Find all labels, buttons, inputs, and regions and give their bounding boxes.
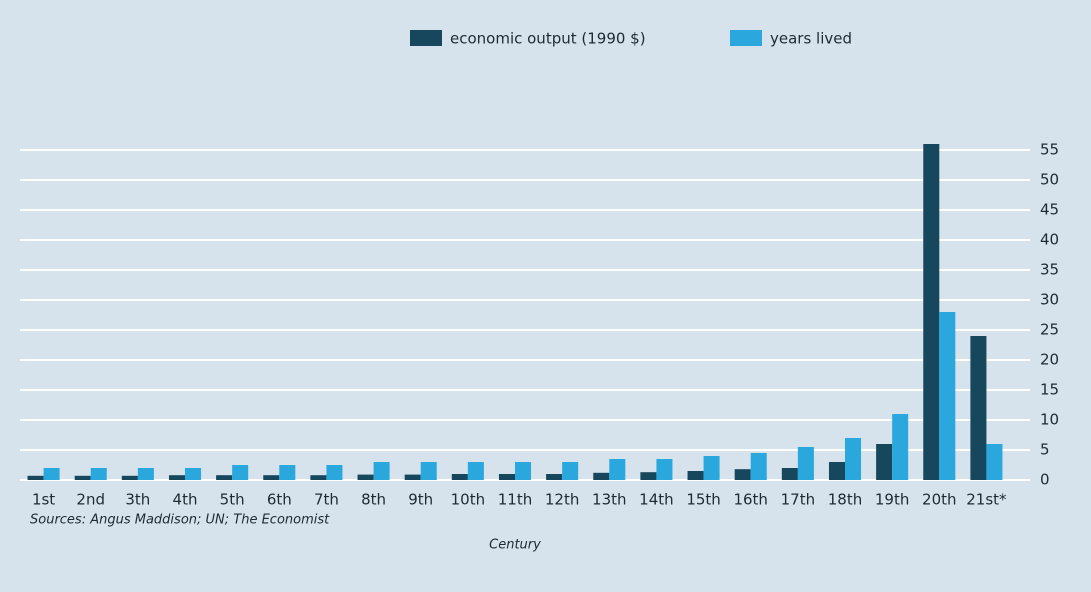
bar [703, 456, 720, 480]
bar [876, 444, 893, 480]
bar [279, 465, 296, 480]
x-tick-label: 20th [922, 491, 956, 509]
bar [357, 474, 374, 480]
legend-swatch [410, 30, 442, 46]
x-tick-label: 21st* [966, 491, 1007, 509]
bar [593, 472, 610, 480]
bar [845, 438, 862, 480]
bar [970, 336, 987, 480]
bar [310, 475, 327, 480]
bar [609, 459, 626, 480]
x-tick-label: 14th [639, 491, 673, 509]
bar [562, 462, 579, 480]
bar [168, 475, 185, 480]
bar [734, 469, 751, 480]
bar [923, 144, 940, 480]
x-tick-label: 2nd [76, 491, 105, 509]
bar [986, 444, 1003, 480]
x-tick-label: 3th [125, 491, 150, 509]
bar [687, 471, 704, 480]
bar [797, 447, 814, 480]
x-tick-label: 8th [361, 491, 386, 509]
x-tick-label: 1st [32, 491, 55, 509]
bar [137, 468, 154, 480]
x-axis-label: Century [489, 538, 541, 553]
bar [781, 468, 798, 480]
bar [828, 462, 845, 480]
x-tick-label: 10th [451, 491, 485, 509]
x-tick-label: 13th [592, 491, 626, 509]
x-tick-label: 17th [781, 491, 815, 509]
bar [498, 474, 515, 480]
y-tick-label: 0 [1040, 471, 1050, 489]
x-tick-label: 18th [828, 491, 862, 509]
bar [74, 475, 91, 480]
legend-label: years lived [770, 30, 852, 48]
y-tick-label: 55 [1040, 141, 1059, 159]
x-tick-label: 6th [267, 491, 292, 509]
x-tick-label: 15th [686, 491, 720, 509]
bar [640, 472, 657, 480]
y-tick-label: 45 [1040, 201, 1059, 219]
y-tick-label: 50 [1040, 171, 1059, 189]
bar [892, 414, 909, 480]
legend-swatch [730, 30, 762, 46]
x-tick-label: 11th [498, 491, 532, 509]
bar [515, 462, 532, 480]
bar [185, 468, 202, 480]
x-tick-label: 16th [733, 491, 767, 509]
bar [420, 462, 437, 480]
bar [656, 459, 673, 480]
bar [121, 475, 138, 480]
bar [373, 462, 390, 480]
y-tick-label: 35 [1040, 261, 1059, 279]
y-tick-label: 25 [1040, 321, 1059, 339]
bar [451, 474, 468, 480]
bar [90, 468, 107, 480]
bar [404, 474, 421, 480]
bar [27, 475, 44, 480]
y-tick-label: 30 [1040, 291, 1059, 309]
bar [43, 468, 60, 480]
bar [263, 475, 280, 480]
x-tick-label: 4th [173, 491, 198, 509]
source-note: Sources: Angus Maddison; UN; The Economi… [30, 513, 330, 528]
x-tick-label: 9th [408, 491, 433, 509]
x-tick-label: 12th [545, 491, 579, 509]
y-tick-label: 10 [1040, 411, 1059, 429]
y-tick-label: 40 [1040, 231, 1059, 249]
bar [939, 312, 956, 480]
bar [467, 462, 484, 480]
x-tick-label: 7th [314, 491, 339, 509]
bar [232, 465, 249, 480]
x-tick-label: 5th [220, 491, 245, 509]
bar [750, 453, 767, 480]
bar [216, 475, 233, 480]
x-tick-label: 19th [875, 491, 909, 509]
legend-label: economic output (1990 $) [450, 30, 646, 48]
bar [326, 465, 343, 480]
y-tick-label: 15 [1040, 381, 1059, 399]
y-tick-label: 5 [1040, 441, 1050, 459]
y-tick-label: 20 [1040, 351, 1059, 369]
bar [546, 474, 563, 480]
